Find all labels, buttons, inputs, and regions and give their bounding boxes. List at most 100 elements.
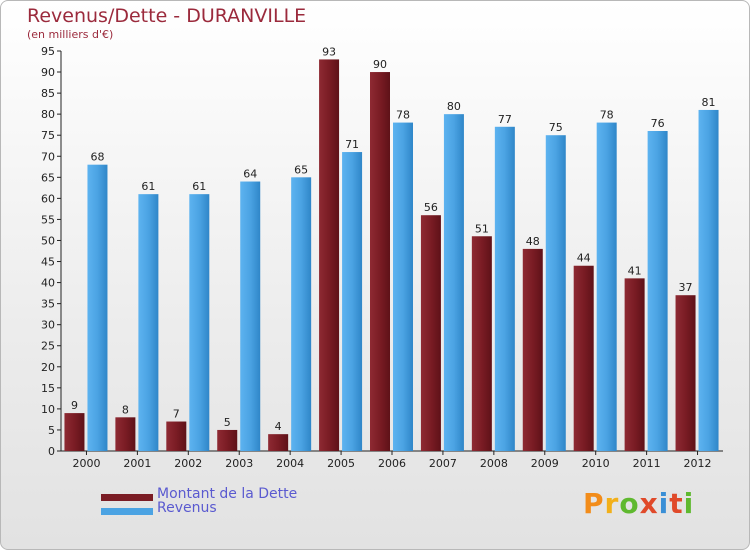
data-label-dette: 8 bbox=[122, 403, 129, 416]
x-tick-label: 2003 bbox=[225, 457, 253, 470]
y-tick-label: 45 bbox=[41, 256, 55, 269]
data-label-dette: 90 bbox=[373, 58, 387, 71]
x-tick-label: 2000 bbox=[72, 457, 100, 470]
proxiti-logo: Proxiti bbox=[583, 487, 694, 520]
data-label-revenus: 77 bbox=[498, 113, 512, 126]
y-tick-label: 30 bbox=[41, 319, 55, 332]
x-tick-label: 2004 bbox=[276, 457, 304, 470]
y-tick-label: 80 bbox=[41, 108, 55, 121]
data-label-revenus: 75 bbox=[549, 121, 563, 134]
data-label-dette: 4 bbox=[275, 420, 282, 433]
data-label-dette: 7 bbox=[173, 408, 180, 421]
data-label-revenus: 61 bbox=[141, 180, 155, 193]
data-label-dette: 9 bbox=[71, 399, 78, 412]
bar-revenus bbox=[87, 164, 108, 451]
x-tick-label: 2006 bbox=[378, 457, 406, 470]
data-label-dette: 51 bbox=[475, 222, 489, 235]
bar-dette bbox=[319, 59, 340, 451]
bar-revenus bbox=[189, 194, 210, 451]
x-tick-label: 2009 bbox=[531, 457, 559, 470]
x-tick-label: 2001 bbox=[123, 457, 151, 470]
y-tick-label: 20 bbox=[41, 361, 55, 374]
bar-dette bbox=[471, 236, 492, 451]
bar-dette bbox=[64, 413, 85, 451]
logo-letter: i bbox=[658, 487, 670, 520]
bar-dette bbox=[115, 417, 136, 451]
data-label-dette: 48 bbox=[526, 235, 540, 248]
bar-revenus bbox=[443, 114, 464, 451]
y-tick-label: 55 bbox=[41, 213, 55, 226]
y-tick-label: 75 bbox=[41, 129, 55, 142]
y-tick-label: 90 bbox=[41, 66, 55, 79]
bar-revenus bbox=[291, 177, 312, 451]
y-tick-label: 70 bbox=[41, 150, 55, 163]
y-tick-label: 0 bbox=[48, 445, 55, 458]
bar-revenus bbox=[138, 194, 159, 451]
y-tick-label: 15 bbox=[41, 382, 55, 395]
data-label-revenus: 76 bbox=[651, 117, 665, 130]
legend-swatch-dette bbox=[101, 494, 153, 501]
bar-revenus bbox=[698, 109, 719, 452]
bar-revenus bbox=[393, 122, 413, 451]
y-tick-label: 35 bbox=[41, 298, 55, 311]
bar-revenus bbox=[494, 126, 515, 451]
data-label-revenus: 61 bbox=[192, 180, 206, 193]
logo-letter: i bbox=[683, 487, 695, 520]
chart-title: Revenus/Dette - DURANVILLE bbox=[27, 5, 307, 27]
bar-dette bbox=[420, 215, 441, 451]
logo-letter: t bbox=[669, 487, 684, 520]
x-tick-label: 2010 bbox=[582, 457, 610, 470]
data-label-dette: 93 bbox=[322, 45, 336, 58]
y-tick-label: 65 bbox=[41, 171, 55, 184]
data-label-dette: 44 bbox=[577, 252, 591, 265]
data-label-dette: 56 bbox=[424, 201, 438, 214]
data-label-revenus: 64 bbox=[243, 168, 257, 181]
legend-swatch-revenus bbox=[101, 508, 153, 515]
data-label-revenus: 65 bbox=[294, 163, 308, 176]
bar-revenus bbox=[545, 135, 566, 452]
data-label-dette: 5 bbox=[224, 416, 231, 429]
chart-subtitle: (en milliers d'€) bbox=[27, 28, 114, 41]
y-tick-label: 95 bbox=[41, 45, 55, 58]
logo-letter: P bbox=[583, 487, 605, 520]
x-tick-label: 2011 bbox=[633, 457, 661, 470]
y-tick-label: 60 bbox=[41, 192, 55, 205]
y-tick-label: 5 bbox=[48, 424, 55, 437]
bar-dette bbox=[268, 434, 289, 451]
data-label-dette: 37 bbox=[679, 281, 693, 294]
logo-letter: o bbox=[619, 487, 640, 520]
legend-label-dette: Montant de la Dette bbox=[157, 486, 298, 502]
data-label-revenus: 68 bbox=[90, 151, 104, 164]
data-label-dette: 41 bbox=[628, 264, 642, 277]
data-label-revenus: 71 bbox=[345, 138, 359, 151]
data-label-revenus: 78 bbox=[600, 109, 614, 122]
bar-revenus bbox=[647, 131, 668, 451]
bar-dette bbox=[217, 429, 238, 451]
bar-dette bbox=[573, 265, 594, 451]
data-label-revenus: 78 bbox=[396, 109, 410, 122]
legend-label-revenus: Revenus bbox=[157, 500, 217, 516]
y-tick-label: 25 bbox=[41, 340, 55, 353]
y-tick-label: 40 bbox=[41, 277, 55, 290]
y-tick-label: 85 bbox=[41, 87, 55, 100]
bar-revenus bbox=[596, 122, 617, 451]
bar-dette bbox=[624, 278, 645, 451]
x-tick-label: 2005 bbox=[327, 457, 355, 470]
bar-dette bbox=[370, 72, 390, 451]
logo-letter: x bbox=[639, 487, 659, 520]
bar-dette bbox=[522, 248, 543, 451]
x-tick-label: 2008 bbox=[480, 457, 508, 470]
y-tick-label: 10 bbox=[41, 403, 55, 416]
x-tick-label: 2012 bbox=[684, 457, 712, 470]
bar-revenus bbox=[342, 152, 363, 452]
x-tick-label: 2002 bbox=[174, 457, 202, 470]
data-label-revenus: 81 bbox=[702, 96, 716, 109]
bar-dette bbox=[675, 295, 696, 451]
bar-revenus bbox=[240, 181, 261, 452]
x-tick-label: 2007 bbox=[429, 457, 457, 470]
y-tick-label: 50 bbox=[41, 234, 55, 247]
bar-dette bbox=[166, 421, 187, 451]
logo-letter: r bbox=[604, 487, 620, 520]
